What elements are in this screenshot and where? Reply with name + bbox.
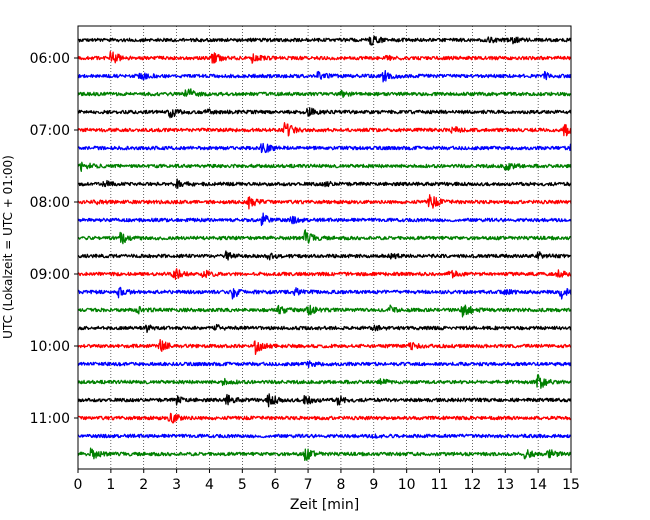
trace-0830	[77, 229, 572, 245]
trace-1115	[77, 433, 572, 439]
y-axis-ticks: 06:00 07:00 08:00 09:00 10:00 11:00	[30, 51, 78, 427]
trace-0645	[77, 107, 572, 119]
x-tick-label-11: 11	[431, 477, 449, 493]
trace-0745	[77, 178, 572, 189]
y-axis-label: UTC (Lokalzeit = UTC + 01:00)	[1, 155, 15, 339]
y-tick-label-1: 07:00	[30, 123, 70, 139]
plot-frame	[77, 25, 572, 470]
trace-0800	[77, 194, 572, 210]
x-tick-label-1: 1	[106, 477, 115, 493]
x-axis-ticks: 0 1 2 3 4 5 6 7 8 9 10 11 12 13 14 15	[74, 469, 580, 493]
x-tick-label-10: 10	[398, 477, 416, 493]
trace-0915	[77, 286, 572, 300]
y-tick-label-4: 10:00	[30, 339, 70, 355]
traces	[77, 35, 572, 461]
trace-0845	[77, 250, 572, 261]
trace-0715	[77, 142, 572, 154]
y-tick-label-2: 08:00	[30, 195, 70, 211]
trace-1130	[77, 447, 572, 461]
x-tick-label-13: 13	[496, 477, 514, 493]
trace-1045	[77, 393, 572, 408]
x-tick-label-9: 9	[369, 477, 378, 493]
trace-0615	[77, 69, 572, 83]
trace-1100	[77, 412, 572, 424]
trace-0815	[77, 212, 572, 227]
trace-0900	[77, 268, 572, 280]
plot-background	[78, 26, 571, 469]
y-tick-label-0: 06:00	[30, 51, 70, 67]
x-tick-label-14: 14	[529, 477, 547, 493]
x-tick-label-3: 3	[172, 477, 181, 493]
y-tick-label-3: 09:00	[30, 267, 70, 283]
trace-0600	[77, 50, 572, 64]
trace-0730	[77, 161, 572, 173]
x-tick-label-15: 15	[562, 477, 580, 493]
trace-0630	[77, 88, 572, 98]
trace-0545	[77, 35, 572, 46]
x-tick-label-8: 8	[336, 477, 345, 493]
x-tick-label-0: 0	[74, 477, 83, 493]
trace-1030	[77, 373, 572, 389]
x-tick-label-4: 4	[205, 477, 214, 493]
x-axis-label: Zeit [min]	[290, 497, 359, 513]
trace-1000	[77, 338, 572, 356]
y-tick-label-5: 11:00	[30, 411, 70, 427]
trace-0930	[77, 304, 572, 318]
x-tick-label-5: 5	[238, 477, 247, 493]
x-tick-label-7: 7	[304, 477, 313, 493]
x-tick-label-6: 6	[271, 477, 280, 493]
trace-1015	[77, 360, 572, 369]
x-tick-label-12: 12	[463, 477, 481, 493]
trace-0945	[77, 323, 572, 333]
trace-0700	[77, 122, 572, 137]
x-tick-label-2: 2	[139, 477, 148, 493]
